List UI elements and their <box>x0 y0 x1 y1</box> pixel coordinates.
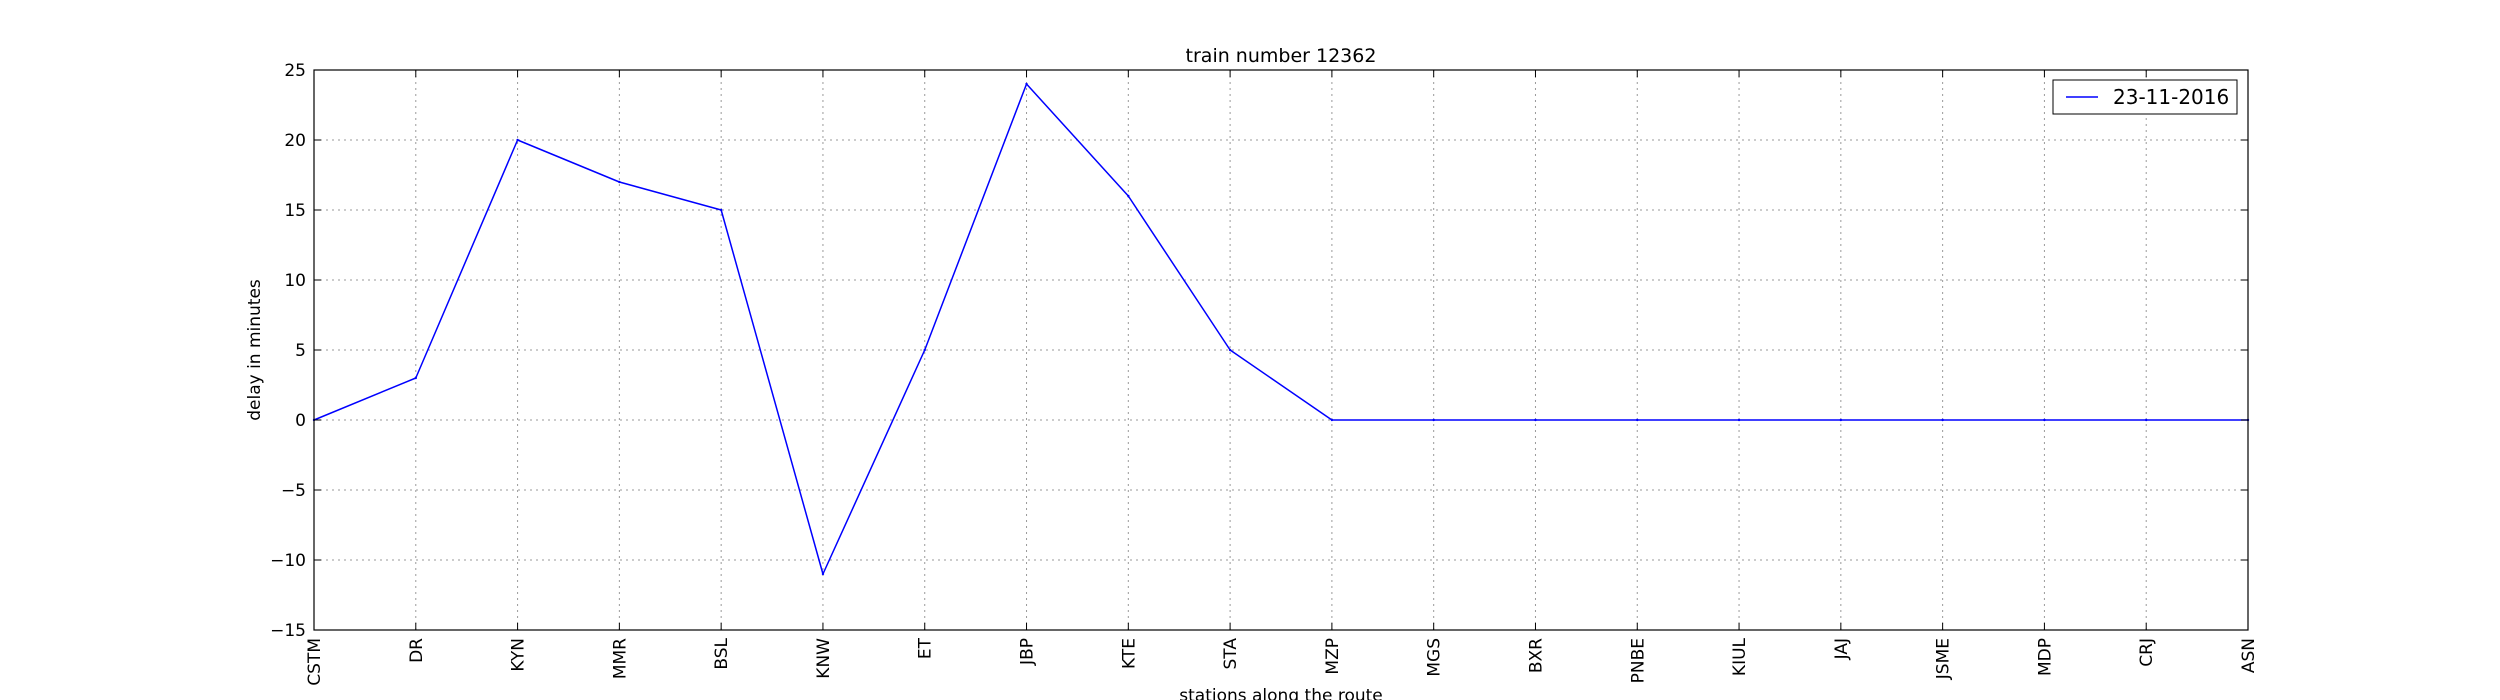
ticks: −15 −10 −5 0 5 10 15 20 25 CSTM DR KYN MMR BSL KNW ET JB… <box>270 61 2259 686</box>
data-point <box>719 208 723 212</box>
y-tick-label: 25 <box>284 61 306 81</box>
data-point <box>2145 418 2148 422</box>
x-tick-label: BXR <box>1526 638 1546 673</box>
y-tick-label: 15 <box>284 201 306 221</box>
data-point <box>1839 418 1843 422</box>
data-point <box>1228 348 1232 352</box>
x-tick-label: MZP <box>1323 638 1343 675</box>
x-tick-label: MMR <box>610 638 630 679</box>
x-tick-label: KIUL <box>1730 637 1750 676</box>
x-tick-label: JAJ <box>1832 638 1852 660</box>
x-tick-label: CRJ <box>2137 638 2157 667</box>
data-point <box>821 572 825 576</box>
data-point <box>516 138 519 142</box>
series-layer <box>312 82 2250 576</box>
data-point <box>1025 82 1028 86</box>
x-tick-label: BSL <box>712 637 732 669</box>
x-tick-label: MDP <box>2035 638 2055 676</box>
data-point <box>1737 418 1741 422</box>
y-tick-label: 5 <box>295 341 306 361</box>
x-tick-label: STA <box>1221 638 1241 670</box>
chart-title: train number 12362 <box>1186 45 1377 67</box>
series-line <box>313 83 2248 575</box>
data-point <box>923 348 926 352</box>
x-tick-label: PNBE <box>1628 638 1648 683</box>
x-tick-label: ASN <box>2239 638 2259 673</box>
y-tick-label: 0 <box>295 411 306 431</box>
y-tick-label: 10 <box>284 271 306 291</box>
y-tick-label: −5 <box>281 481 306 501</box>
data-point <box>1534 418 1537 422</box>
data-point <box>414 376 417 380</box>
y-tick-label: −10 <box>270 551 306 571</box>
data-point <box>1432 418 1435 422</box>
data-point <box>1636 418 1639 422</box>
data-point <box>1941 418 1944 422</box>
x-tick-label: DR <box>407 638 427 663</box>
legend-label: 23-11-2016 <box>2113 85 2229 109</box>
y-tick-label: −15 <box>270 621 306 641</box>
legend: 23-11-2016 <box>2052 79 2238 115</box>
y-axis-label: delay in minutes <box>245 279 265 421</box>
x-tick-label: CSTM <box>305 638 325 686</box>
x-tick-label: MGS <box>1425 638 1445 677</box>
grid <box>313 69 2249 631</box>
y-tick-label: 20 <box>284 131 306 151</box>
x-tick-label: JBP <box>1018 638 1038 666</box>
data-point <box>618 180 621 184</box>
data-point <box>1330 418 1334 422</box>
x-axis-label: stations along the route <box>1179 686 1383 700</box>
x-tick-label: KNW <box>814 638 834 679</box>
x-tick-label: KTE <box>1119 638 1139 669</box>
data-point <box>1127 194 1130 198</box>
x-tick-label: KYN <box>509 638 529 672</box>
x-tick-label: JSME <box>1934 638 1954 680</box>
data-point <box>2043 418 2046 422</box>
x-tick-label: ET <box>916 637 936 659</box>
